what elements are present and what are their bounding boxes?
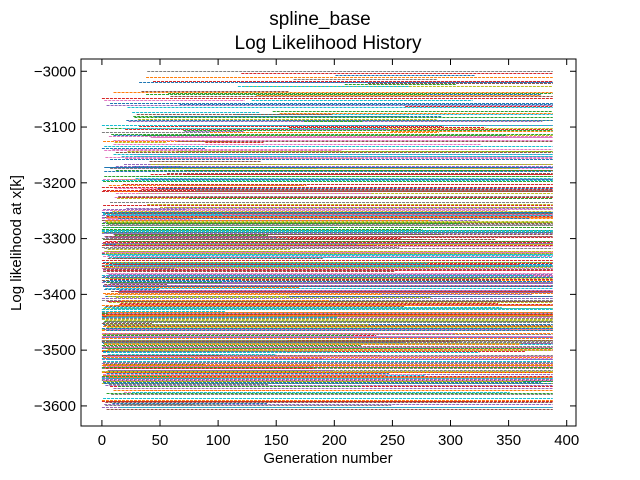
x-tick-label: 200 xyxy=(322,432,347,449)
axes-frame xyxy=(80,58,577,427)
x-tick-label: 100 xyxy=(206,432,231,449)
chart-title-line-2: Log Likelihood History xyxy=(235,33,422,54)
y-tick-label: −3600 xyxy=(34,398,76,415)
series-group xyxy=(101,71,553,410)
x-axis-label: Generation number xyxy=(263,450,392,467)
x-axis: 0 50 100 150 200 250 300 350 400 xyxy=(98,59,579,449)
y-tick-label: −3500 xyxy=(34,342,76,359)
x-tick-label: 350 xyxy=(496,432,521,449)
y-tick-label: −3100 xyxy=(34,119,76,136)
x-tick-label: 250 xyxy=(380,432,405,449)
x-tick-label: 150 xyxy=(264,432,289,449)
x-tick-label: 400 xyxy=(554,432,579,449)
chart-title-line-1: spline_base xyxy=(269,9,370,30)
y-tick-label: −3200 xyxy=(34,175,76,192)
y-tick-label: −3300 xyxy=(34,231,76,248)
x-tick-label: 0 xyxy=(98,432,106,449)
plot-area xyxy=(80,58,577,427)
y-tick-label: −3000 xyxy=(34,63,76,80)
y-axis: −3000 −3100 −3200 −3300 −3400 −3500 −3600 xyxy=(34,63,576,415)
x-tick-label: 300 xyxy=(438,432,463,449)
y-axis-label: Log likelihood at x[k] xyxy=(8,175,25,311)
y-tick-label: −3400 xyxy=(34,286,76,303)
x-tick-label: 50 xyxy=(152,432,169,449)
